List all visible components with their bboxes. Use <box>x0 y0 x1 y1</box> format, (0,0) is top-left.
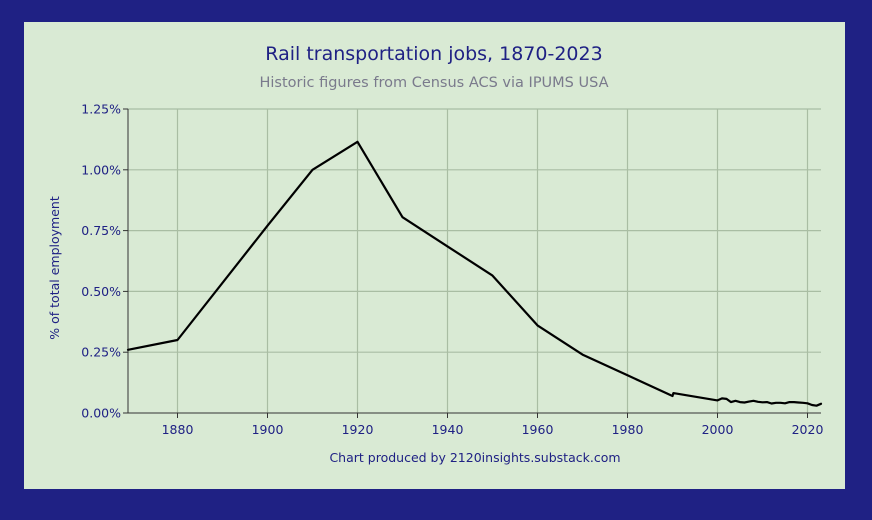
y-tick-label: 0.50% <box>81 284 121 299</box>
series-layer <box>126 140 823 407</box>
x-tick-label: 1940 <box>432 422 464 437</box>
y-tick-label: 1.00% <box>81 162 121 177</box>
y-tick-label: 0.00% <box>81 406 121 421</box>
y-tick-label: 0.25% <box>81 345 121 360</box>
chart: Rail transportation jobs, 1870-2023 Hist… <box>47 43 823 465</box>
grid <box>128 108 821 413</box>
y-axis-label: % of total employment <box>47 196 62 340</box>
chart-subtitle: Historic figures from Census ACS via IPU… <box>259 75 608 91</box>
chart-panel: Rail transportation jobs, 1870-2023 Hist… <box>24 22 845 489</box>
tick-labels: 0.00% 0.25% 0.50% 0.75% 1.00% 1.25% 1880 1900 19… <box>81 102 823 438</box>
x-tick-label: 1880 <box>162 422 194 437</box>
x-tick-label: 1960 <box>522 422 554 437</box>
series-line <box>126 140 823 407</box>
x-tick-label: 1980 <box>612 422 644 437</box>
chart-credit: Chart produced by 2120insights.substack.… <box>329 450 620 465</box>
chart-title: Rail transportation jobs, 1870-2023 <box>265 43 602 65</box>
x-tick-label: 1920 <box>342 422 374 437</box>
x-tick-label: 1900 <box>252 422 284 437</box>
x-tick-label: 2020 <box>792 422 824 437</box>
y-tick-label: 1.25% <box>81 102 121 117</box>
axes <box>123 108 821 418</box>
y-tick-label: 0.75% <box>81 223 121 238</box>
x-tick-label: 2000 <box>702 422 734 437</box>
